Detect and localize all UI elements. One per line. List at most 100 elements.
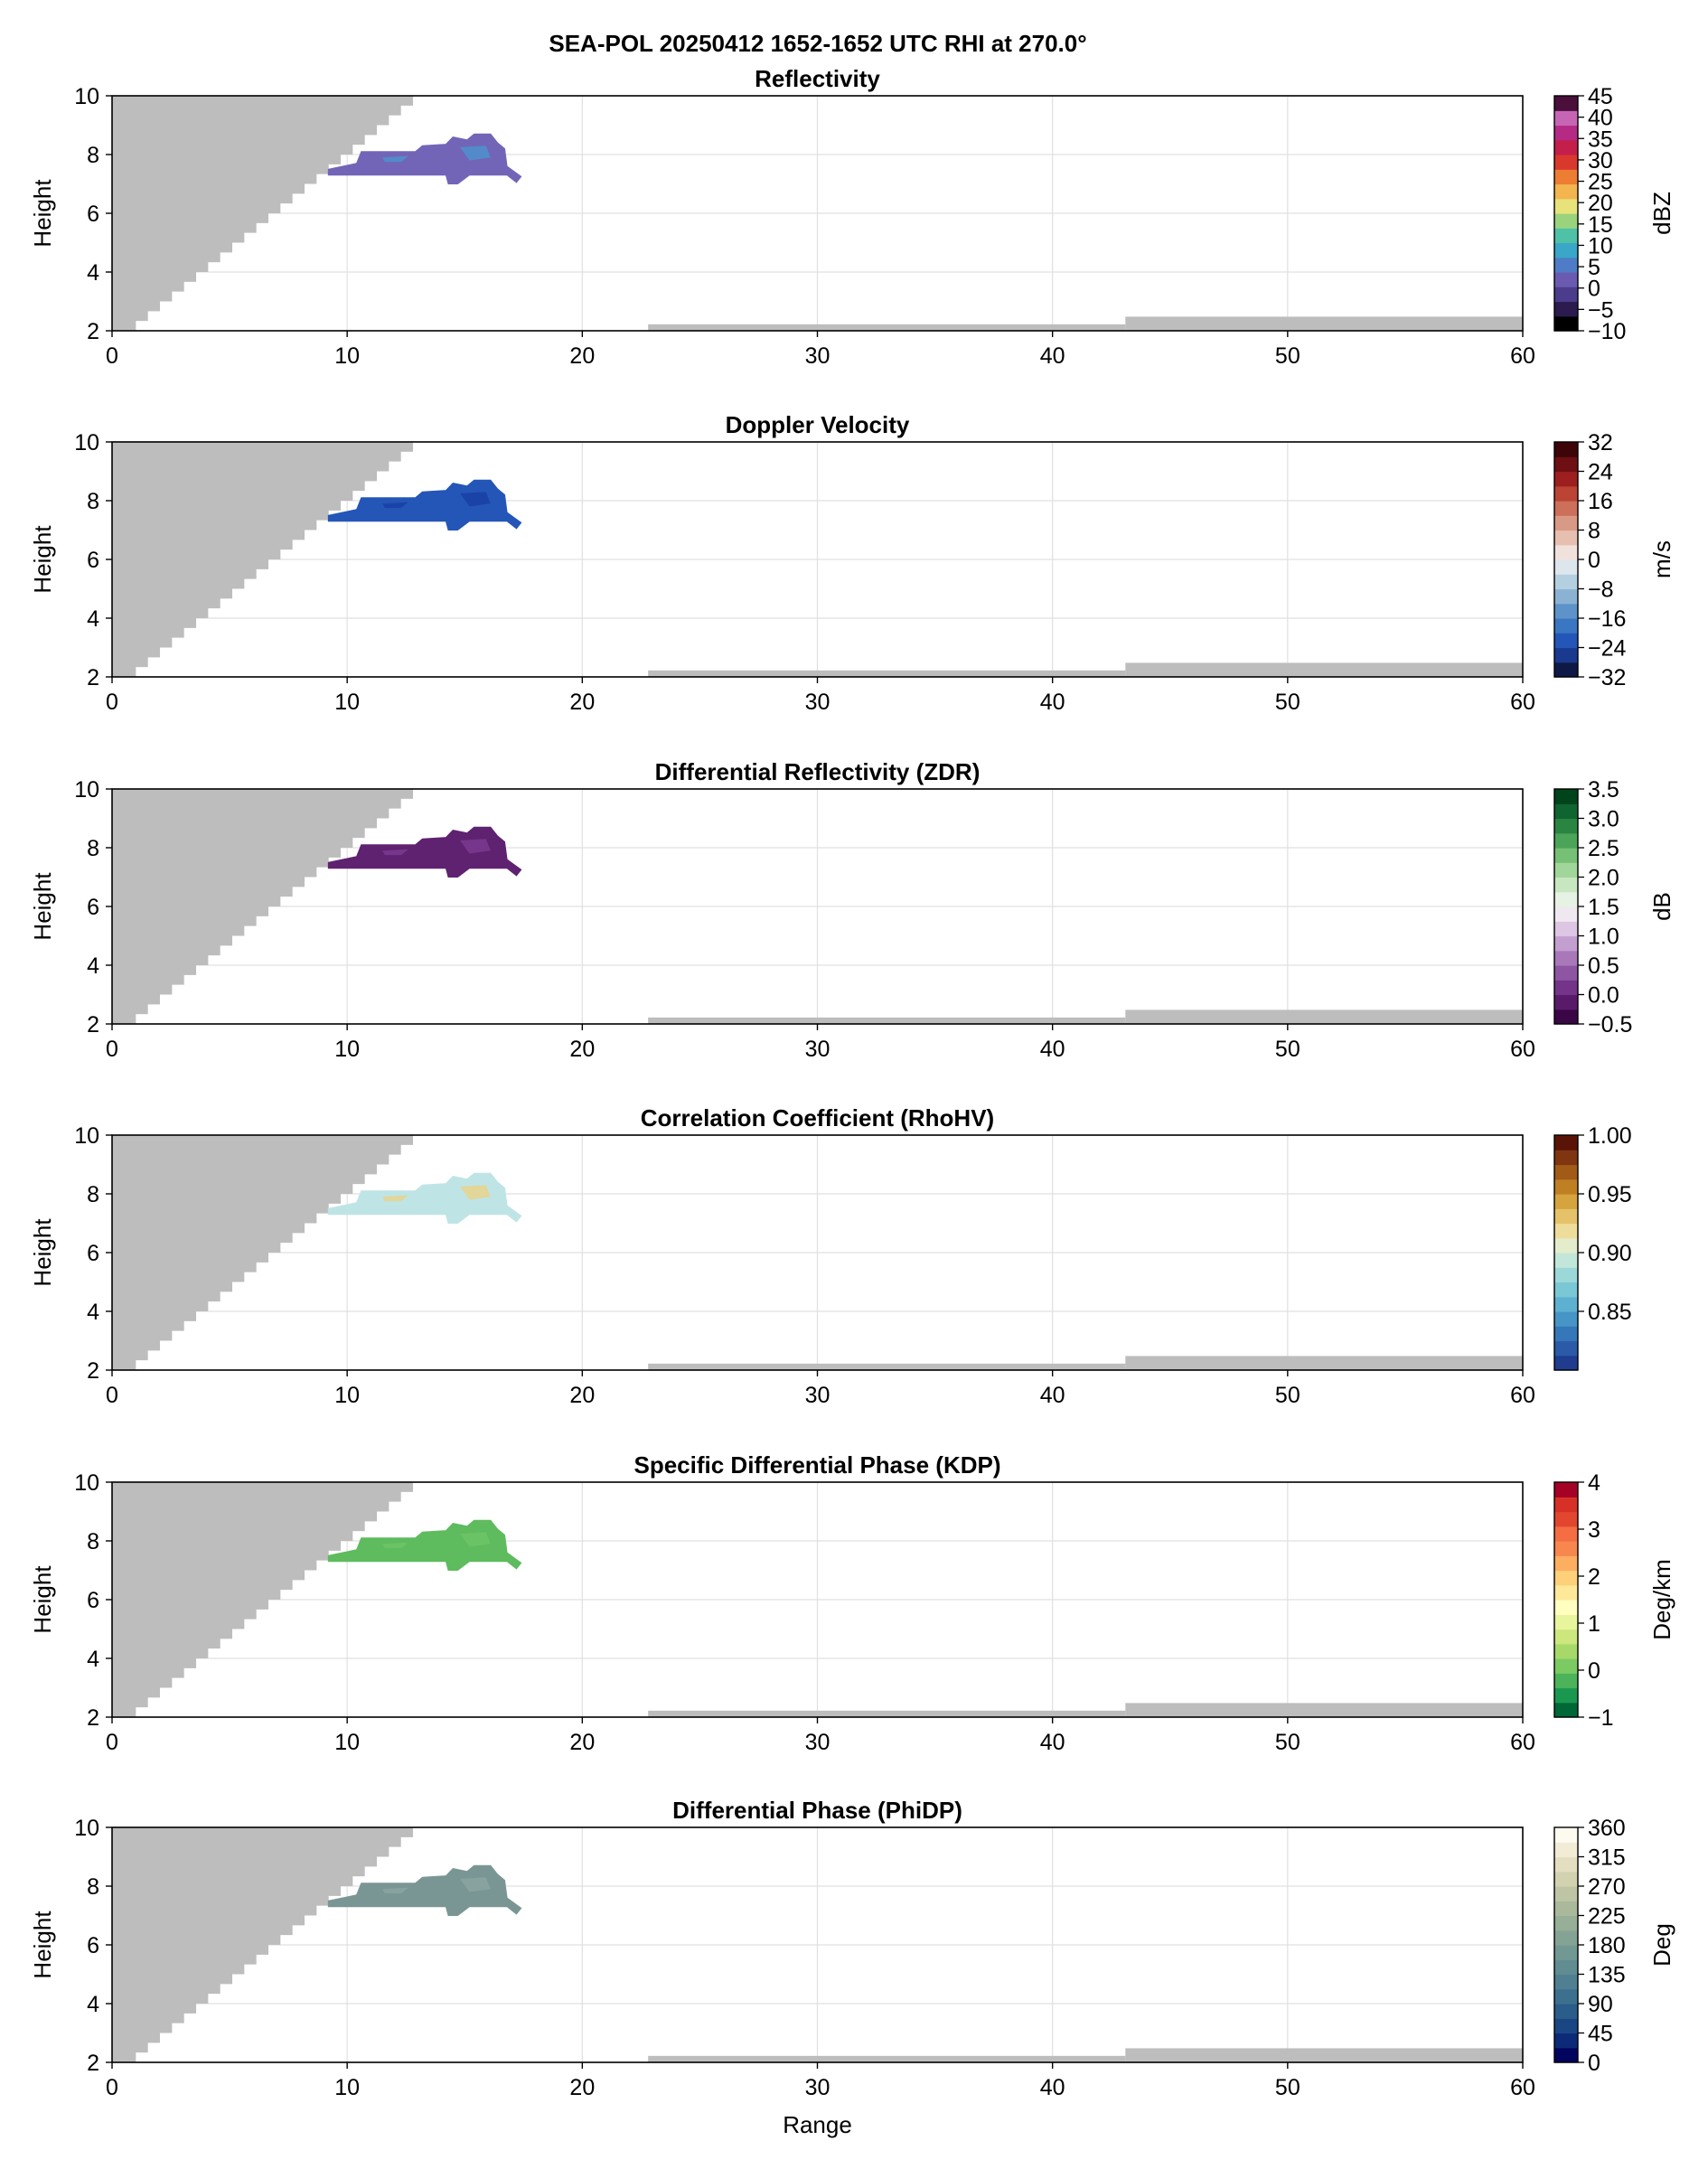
colorbar-tick-label: −24	[1588, 636, 1627, 662]
colorbar-segment	[1554, 1687, 1578, 1704]
y-axis-label: Height	[29, 525, 56, 594]
colorbar-tick-label: 1.00	[1588, 1123, 1632, 1149]
y-tick-label: 10	[74, 430, 99, 455]
colorbar-tick-label: 35	[1588, 127, 1613, 152]
blocked-strip-near	[648, 1017, 1126, 1024]
colorbar-segment	[1554, 662, 1578, 678]
colorbar-segment	[1554, 228, 1578, 244]
colorbar-segment	[1554, 1915, 1578, 1931]
blocked-strip-far	[1125, 662, 1523, 677]
colorbar-segment	[1554, 906, 1578, 922]
colorbar-segment	[1554, 1959, 1578, 1976]
y-tick-label: 4	[87, 1647, 99, 1672]
colorbar-segment	[1554, 257, 1578, 273]
x-tick-label: 0	[106, 1383, 118, 1408]
colorbar-segment	[1554, 515, 1578, 531]
x-tick-label: 40	[1040, 1383, 1065, 1408]
colorbar-segment	[1554, 574, 1578, 590]
y-axis-label: Height	[29, 1218, 56, 1287]
colorbar-segment	[1554, 862, 1578, 878]
colorbar-tick-label: −0.5	[1588, 1012, 1632, 1038]
blocked-strip-far	[1125, 1009, 1523, 1024]
y-tick-label: 2	[87, 1705, 99, 1731]
colorbar-label: Deg/km	[1648, 1559, 1675, 1640]
colorbar-tick-label: −10	[1588, 319, 1626, 344]
colorbar-segment	[1554, 1600, 1578, 1615]
colorbar-segment	[1554, 286, 1578, 303]
colorbar-tick-label: 24	[1588, 460, 1613, 485]
blocked-sector	[112, 789, 414, 1024]
x-tick-label: 10	[334, 343, 360, 369]
colorbar-segment	[1554, 301, 1578, 317]
y-tick-label: 8	[87, 1529, 99, 1554]
y-tick-label: 6	[87, 895, 99, 920]
colorbar-segment	[1554, 155, 1578, 170]
panel-title: Differential Reflectivity (ZDR)	[655, 758, 981, 785]
colorbar-tick-label: 0	[1588, 2051, 1600, 2076]
colorbar-segment	[1554, 1827, 1578, 1843]
colorbar-frame	[1553, 1481, 1579, 1718]
x-tick-label: 50	[1275, 2075, 1300, 2100]
colorbar-segment	[1554, 1009, 1578, 1025]
x-tick-label: 30	[805, 690, 831, 715]
colorbar-segment	[1554, 1208, 1578, 1225]
colorbar-segment	[1554, 1945, 1578, 1960]
colorbar-segment	[1554, 1842, 1578, 1858]
colorbar-tick-label: −8	[1588, 577, 1614, 603]
colorbar-segment	[1554, 1856, 1578, 1873]
colorbar-segment	[1554, 1541, 1578, 1556]
y-tick-label: 8	[87, 1874, 99, 1900]
colorbar-tick-label: 180	[1588, 1933, 1626, 1958]
colorbar-tick-label: 90	[1588, 1992, 1613, 2017]
colorbar-tick-label: 30	[1588, 148, 1613, 174]
colorbar-segment	[1554, 803, 1578, 820]
y-tick-label: 4	[87, 260, 99, 286]
x-tick-label: 30	[805, 343, 831, 369]
colorbar-segment	[1554, 1901, 1578, 1917]
echo-core	[382, 849, 408, 856]
x-tick-label: 0	[106, 1730, 118, 1755]
y-tick-label: 10	[74, 1123, 99, 1149]
blocked-strip-far	[1125, 1356, 1523, 1370]
echo-core	[382, 1195, 408, 1202]
panel-differential-phase-phidp: 0 10 20 30 40 50 60 2 4 6 8 10 Differential Phase (P…	[29, 1797, 1675, 2138]
y-tick-label: 10	[74, 1470, 99, 1496]
colorbar-label: m/s	[1648, 540, 1675, 578]
colorbar-segment	[1554, 471, 1578, 487]
colorbar-segment	[1554, 169, 1578, 185]
colorbar-tick-label: 15	[1588, 212, 1613, 238]
blocked-strip-far	[1125, 2048, 1523, 2062]
colorbar-segment	[1554, 603, 1578, 619]
echo-region	[327, 1172, 522, 1224]
echo-core	[382, 502, 408, 509]
x-axis-label: Range	[783, 2111, 852, 2138]
colorbar-segment	[1554, 1135, 1578, 1150]
x-tick-label: 60	[1510, 2075, 1535, 2100]
x-tick-label: 10	[334, 2075, 360, 2100]
colorbar-segment	[1554, 2004, 1578, 2019]
colorbar-segment	[1554, 1282, 1578, 1298]
colorbar-tick-label: 25	[1588, 170, 1613, 195]
colorbar-segment	[1554, 921, 1578, 937]
colorbar-segment	[1554, 848, 1578, 863]
colorbar-segment	[1554, 2018, 1578, 2034]
y-axis-label: Height	[29, 1911, 56, 1979]
x-tick-label: 50	[1275, 343, 1300, 369]
echo-core	[460, 839, 491, 854]
panel-reflectivity: 0 10 20 30 40 50 60246810ReflectivityHeight−10…	[29, 65, 1675, 369]
colorbar-tick-label: 8	[1588, 519, 1600, 544]
echo-core	[382, 1542, 408, 1549]
panel-correlation-coefficient-rhohv: 0 10 20 30 40 50 60 2 4 6 8 10 Correlation Coefficie…	[29, 1104, 1632, 1408]
x-tick-label: 40	[1040, 1730, 1065, 1755]
y-tick-label: 2	[87, 2051, 99, 2076]
colorbar-segment	[1554, 559, 1578, 575]
y-tick-label: 10	[74, 1816, 99, 1841]
panel-title: Reflectivity	[755, 65, 880, 92]
y-tick-label: 4	[87, 953, 99, 979]
colorbar-segment	[1554, 891, 1578, 907]
x-tick-label: 40	[1040, 343, 1065, 369]
colorbar-segment	[1554, 832, 1578, 849]
